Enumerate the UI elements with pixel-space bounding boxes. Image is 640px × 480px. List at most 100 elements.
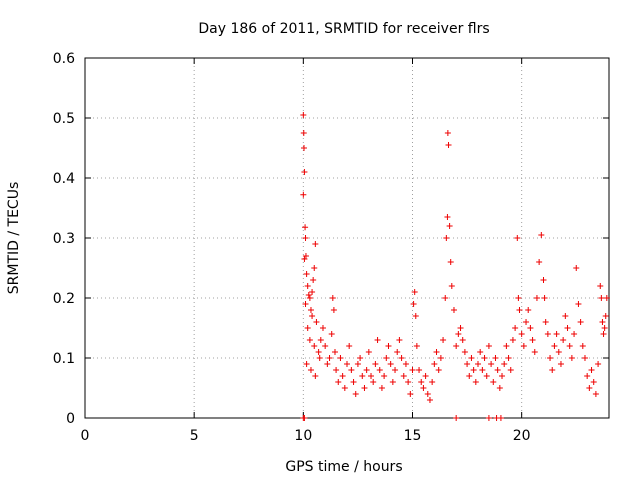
data-point <box>599 319 606 325</box>
data-point <box>490 379 497 385</box>
data-point <box>370 379 377 385</box>
data-point <box>331 349 338 355</box>
data-point <box>407 391 414 397</box>
data-point <box>600 331 607 337</box>
data-point <box>597 283 604 289</box>
data-point <box>516 307 523 313</box>
data-point <box>333 367 340 373</box>
data-point <box>312 373 319 379</box>
y-tick-label: 0.3 <box>53 231 75 247</box>
data-point <box>394 349 401 355</box>
data-point <box>494 367 501 373</box>
data-point <box>525 307 532 313</box>
data-point <box>531 349 538 355</box>
data-point <box>324 361 331 367</box>
data-point <box>429 379 436 385</box>
x-tick-label: 5 <box>190 428 199 444</box>
data-point <box>542 319 549 325</box>
data-point <box>560 337 567 343</box>
data-point <box>529 337 536 343</box>
data-point <box>368 373 375 379</box>
data-point <box>420 385 427 391</box>
x-tick-label: 0 <box>81 428 90 444</box>
data-point <box>317 337 324 343</box>
data-point <box>477 349 484 355</box>
data-point <box>311 343 318 349</box>
data-point <box>302 301 309 307</box>
data-point <box>555 349 562 355</box>
data-point <box>361 385 368 391</box>
data-point <box>512 325 519 331</box>
data-point <box>319 325 326 331</box>
data-point <box>306 337 313 343</box>
data-point <box>304 325 311 331</box>
data-point <box>499 373 506 379</box>
data-point <box>443 235 450 241</box>
data-point <box>579 343 586 349</box>
chart-title: Day 186 of 2011, SRMTID for receiver flr… <box>198 21 489 37</box>
data-point <box>326 355 333 361</box>
data-point <box>466 373 473 379</box>
data-point <box>302 224 309 231</box>
data-point <box>444 130 451 136</box>
data-point <box>303 271 310 277</box>
data-point <box>547 355 554 361</box>
data-point <box>442 295 449 301</box>
data-point <box>468 355 475 361</box>
data-point <box>352 391 359 397</box>
data-point <box>551 343 558 349</box>
data-point <box>479 367 486 373</box>
data-point <box>316 355 323 361</box>
data-point <box>301 256 308 262</box>
data-point <box>461 349 468 355</box>
data-point <box>315 349 322 355</box>
data-point <box>426 397 433 403</box>
data-point <box>586 385 593 391</box>
data-point <box>405 379 412 385</box>
data-point <box>485 415 492 421</box>
data-point <box>422 373 429 379</box>
data-point <box>571 331 578 337</box>
data-point <box>520 343 527 349</box>
data-point <box>378 385 385 391</box>
data-point <box>301 169 308 175</box>
data-point <box>566 343 573 349</box>
data-point <box>303 361 310 367</box>
data-point <box>348 367 355 373</box>
data-point <box>496 385 503 391</box>
data-point <box>302 235 309 241</box>
data-point <box>533 295 540 301</box>
data-point <box>457 325 464 331</box>
data-point <box>337 355 344 361</box>
data-point <box>562 313 569 319</box>
data-point <box>359 373 366 379</box>
data-point <box>518 331 525 337</box>
data-point <box>416 367 423 373</box>
data-point <box>595 361 602 367</box>
data-point <box>472 379 479 385</box>
data-point <box>433 349 440 355</box>
data-point <box>409 367 416 373</box>
data-point <box>398 355 405 361</box>
data-point <box>300 130 307 136</box>
data-point <box>302 253 309 259</box>
data-point <box>341 385 348 391</box>
data-point <box>309 313 316 319</box>
data-point <box>598 295 605 301</box>
data-point <box>307 307 314 313</box>
data-point <box>346 343 353 349</box>
x-tick-label: 20 <box>513 428 531 444</box>
y-tick-label: 0.1 <box>53 351 75 367</box>
data-point <box>437 355 444 361</box>
data-point <box>507 367 514 373</box>
data-point <box>523 319 530 325</box>
data-point <box>455 331 462 337</box>
data-point <box>305 292 312 298</box>
data-point <box>300 112 307 118</box>
data-points <box>300 112 610 421</box>
data-point <box>601 325 608 331</box>
x-tick-label: 10 <box>294 428 312 444</box>
data-point <box>573 265 580 271</box>
data-point <box>497 415 504 421</box>
